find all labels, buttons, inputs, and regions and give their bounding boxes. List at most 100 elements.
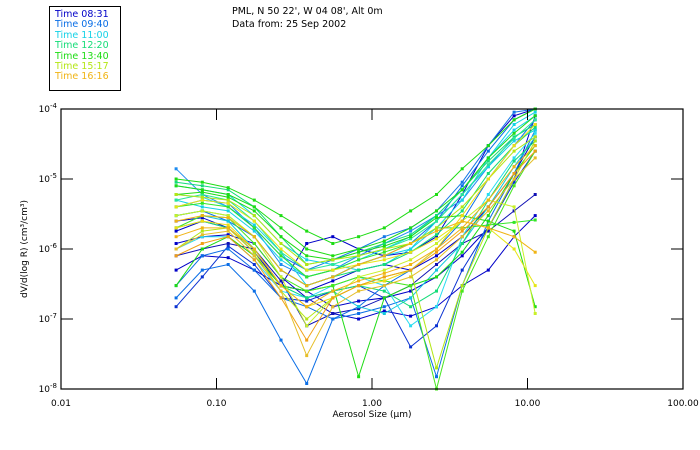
data-point [174, 214, 178, 218]
data-point [486, 198, 490, 202]
data-point [279, 235, 283, 239]
data-point [174, 205, 178, 209]
x-tick-label: 0.01 [51, 399, 71, 409]
series-31 [174, 144, 537, 309]
data-point [174, 177, 178, 181]
data-point [331, 268, 335, 272]
data-point [512, 123, 516, 126]
data-point [533, 312, 537, 315]
data-point [435, 193, 438, 196]
data-point [226, 226, 230, 230]
data-point [533, 149, 537, 153]
data-point [200, 184, 204, 188]
data-point [460, 284, 464, 288]
data-point [533, 110, 537, 114]
data-point [486, 235, 490, 239]
data-point [409, 314, 413, 318]
data-point [409, 258, 413, 262]
data-point [460, 198, 464, 202]
data-point [357, 284, 361, 288]
data-point [226, 219, 230, 223]
data-point [382, 268, 386, 272]
legend-item: Time 09:40 [55, 19, 109, 31]
data-point [174, 284, 178, 288]
series-32 [174, 149, 537, 342]
data-point [533, 193, 537, 196]
data-point [252, 250, 256, 254]
data-point [279, 284, 283, 288]
data-point [435, 233, 438, 237]
data-point [382, 244, 386, 248]
data-point [486, 177, 490, 181]
data-point [252, 214, 256, 218]
data-point [226, 229, 230, 233]
location-title: PML, N 50 22', W 04 08', Alt 0m [232, 6, 383, 17]
data-point [305, 317, 309, 321]
data-point [174, 219, 178, 223]
data-point [331, 263, 335, 266]
data-point [305, 242, 309, 245]
data-point [435, 268, 438, 272]
data-point [512, 131, 516, 135]
legend-item: Time 16:16 [55, 71, 109, 83]
data-point [305, 275, 309, 279]
data-point [435, 226, 438, 230]
data-point [382, 235, 386, 239]
data-point [331, 242, 335, 245]
data-point [357, 268, 361, 272]
data-point [435, 289, 438, 293]
data-point [512, 220, 516, 224]
data-point [382, 305, 386, 309]
data-point [279, 242, 283, 245]
data-point [226, 233, 230, 237]
data-point [512, 128, 516, 132]
data-point [174, 193, 178, 196]
data-point [512, 114, 516, 118]
data-point [200, 268, 204, 272]
data-point [382, 275, 386, 279]
data-point [435, 209, 438, 213]
data-point [331, 275, 335, 279]
data-point [512, 118, 516, 122]
data-point [200, 219, 204, 223]
data-point [382, 263, 386, 266]
data-point [409, 345, 413, 349]
data-point [226, 195, 230, 199]
data-point [331, 279, 335, 283]
data-point [486, 209, 490, 213]
data-point [409, 209, 413, 213]
data-point [460, 235, 464, 239]
data-point [174, 254, 178, 258]
data-point [357, 247, 361, 251]
data-point [357, 317, 361, 321]
data-point [357, 375, 361, 379]
data-point [305, 284, 309, 288]
data-point [486, 229, 490, 233]
data-point [357, 279, 361, 283]
data-point [252, 223, 256, 227]
data-point [533, 284, 537, 288]
data-point [382, 279, 386, 283]
data-point [435, 254, 438, 258]
data-point [533, 118, 537, 122]
data-point [305, 324, 309, 328]
data-point [533, 128, 537, 132]
data-point [174, 226, 178, 230]
data-point [357, 289, 361, 293]
data-point [305, 229, 309, 233]
data-point [226, 201, 230, 205]
data-point [409, 305, 413, 309]
data-point [460, 289, 464, 293]
data-point [460, 188, 464, 192]
data-point [305, 247, 309, 251]
legend-item: Time 11:00 [55, 29, 109, 41]
data-point [435, 247, 438, 251]
data-point [435, 366, 438, 370]
data-point [533, 214, 537, 218]
data-point [357, 307, 361, 311]
data-point [486, 226, 490, 230]
data-point [226, 193, 230, 196]
data-point [533, 114, 537, 118]
data-point [357, 235, 361, 239]
data-point [305, 305, 309, 309]
